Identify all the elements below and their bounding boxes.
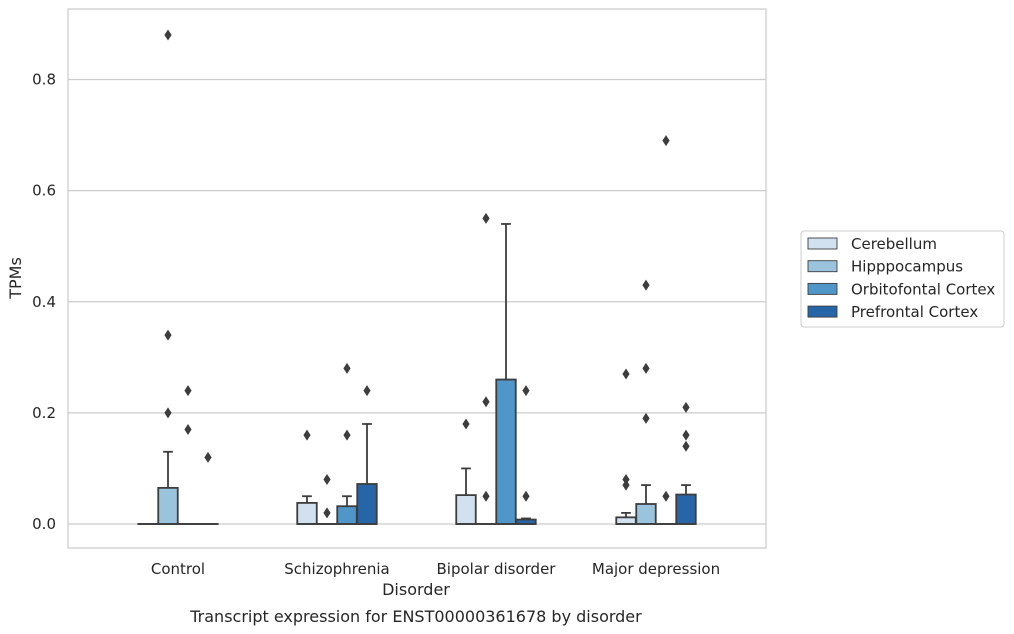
box-hipppocampus	[635, 279, 657, 525]
box-hipppocampus	[316, 474, 338, 525]
outlier-point	[642, 412, 650, 424]
y-tick-label: 0.4	[32, 293, 56, 311]
y-tick-label: 0.6	[32, 182, 56, 200]
box-body	[455, 494, 477, 525]
legend-entry: Orbitofontal Cortex	[851, 280, 995, 298]
outlier-point	[642, 279, 650, 291]
legend-entry: Prefrontal Cortex	[851, 303, 978, 321]
outlier-point	[482, 490, 490, 502]
box-body	[675, 493, 697, 525]
y-tick-label: 0.2	[32, 404, 56, 422]
outlier-point	[164, 407, 172, 419]
box-prefrontal-cortex	[515, 385, 537, 525]
outlier-point	[642, 362, 650, 374]
box-body	[336, 505, 358, 525]
outlier-point	[343, 429, 351, 441]
outlier-point	[682, 401, 690, 413]
legend-swatch	[807, 305, 838, 318]
x-tick-label: Control	[151, 560, 205, 578]
x-tick-label: Bipolar disorder	[437, 560, 557, 578]
outlier-point	[682, 429, 690, 441]
y-tick-label: 0.0	[32, 515, 56, 533]
box-body	[157, 486, 179, 525]
outlier-point	[482, 396, 490, 408]
outlier-point	[303, 429, 311, 441]
box-orbitofontal-cortex	[336, 362, 358, 525]
box-orbitofontal-cortex	[495, 223, 517, 525]
legend-entry: Cerebellum	[851, 235, 937, 253]
y-tick-label: 0.8	[32, 71, 56, 89]
legend-swatch	[807, 282, 838, 295]
box-cerebellum	[615, 368, 637, 525]
box-cerebellum	[296, 429, 318, 525]
outlier-point	[323, 474, 331, 486]
legend-swatch	[807, 260, 838, 273]
box-body	[356, 483, 378, 525]
x-axis-label: Disorder	[382, 580, 450, 599]
legend-entry: Hipppocampus	[851, 258, 963, 276]
outlier-point	[323, 507, 331, 519]
box-hipppocampus	[475, 212, 497, 525]
box-orbitofontal-cortex	[177, 385, 199, 525]
box-body	[296, 501, 318, 525]
box-body	[615, 516, 637, 525]
outlier-point	[622, 368, 630, 380]
legend-swatch	[807, 237, 838, 250]
outlier-point	[622, 479, 630, 491]
box-body	[495, 378, 517, 525]
outlier-point	[343, 362, 351, 374]
outlier-point	[204, 451, 212, 463]
box-cerebellum	[455, 418, 477, 525]
outlier-point	[522, 385, 530, 397]
outlier-point	[164, 329, 172, 341]
outlier-point	[184, 385, 192, 397]
outlier-point	[184, 424, 192, 436]
box-prefrontal-cortex	[675, 401, 697, 525]
plot-frame	[67, 8, 767, 549]
legend: Cerebellum Hipppocampus Orbitofontal Corte…	[800, 230, 1005, 328]
outlier-point	[622, 474, 630, 486]
outlier-point	[662, 135, 670, 147]
y-tick-labels: 0.0 0.2 0.4 0.6 0.8	[32, 71, 56, 534]
legend-frame	[800, 230, 1005, 328]
outlier-point	[682, 440, 690, 452]
chart-caption: Transcript expression for ENST0000036167…	[189, 607, 642, 626]
box-marks	[137, 29, 697, 525]
outlier-point	[363, 385, 371, 397]
box-hipppocampus	[157, 29, 179, 525]
box-prefrontal-cortex	[356, 385, 378, 525]
outlier-point	[482, 212, 490, 224]
outlier-point	[164, 29, 172, 41]
outlier-point	[462, 418, 470, 430]
x-tick-label: Major depression	[592, 560, 720, 578]
y-axis-label: TPMs	[6, 257, 25, 300]
outlier-point	[522, 490, 530, 502]
box-prefrontal-cortex	[197, 451, 219, 525]
x-tick-labels: Control Schizophrenia Bipolar disorder Majo…	[151, 560, 720, 578]
x-tick-label: Schizophrenia	[284, 560, 389, 578]
outlier-point	[662, 490, 670, 502]
box-body	[635, 503, 657, 525]
